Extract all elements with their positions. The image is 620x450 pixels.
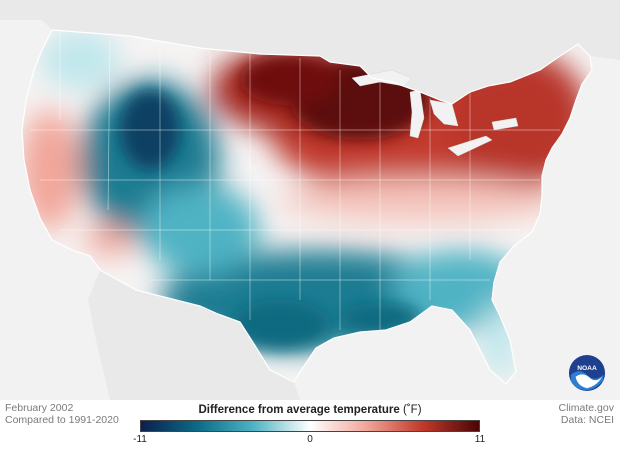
data-source-label: Data: NCEI bbox=[560, 414, 614, 426]
legend-unit: (˚F) bbox=[403, 404, 422, 416]
footer-right: Climate.gov Data: NCEI bbox=[559, 402, 614, 426]
noaa-logo: NOAA bbox=[568, 354, 606, 392]
baseline-label: Compared to 1991-2020 bbox=[5, 414, 119, 426]
legend-color-bar bbox=[140, 420, 480, 432]
state-borders bbox=[30, 32, 560, 330]
footer-left: February 2002 Compared to 1991-2020 bbox=[5, 402, 119, 426]
date-label: February 2002 bbox=[5, 402, 74, 414]
legend-max-label: 11 bbox=[474, 434, 486, 445]
source-site-label: Climate.gov bbox=[558, 402, 614, 414]
legend-min-label: -11 bbox=[133, 434, 147, 445]
legend-title-text: Difference from average temperature bbox=[198, 404, 400, 416]
logo-text: NOAA bbox=[577, 365, 597, 372]
mexico-land bbox=[88, 270, 300, 400]
great-lakes bbox=[351, 69, 519, 157]
us-outline bbox=[21, 29, 593, 385]
legend-title: Difference from average temperature (˚F) bbox=[140, 404, 480, 416]
legend-mid-label: 0 bbox=[307, 434, 313, 445]
anomaly-map bbox=[0, 0, 620, 400]
canada-land bbox=[0, 0, 620, 104]
map-area: NOAA bbox=[0, 0, 620, 400]
